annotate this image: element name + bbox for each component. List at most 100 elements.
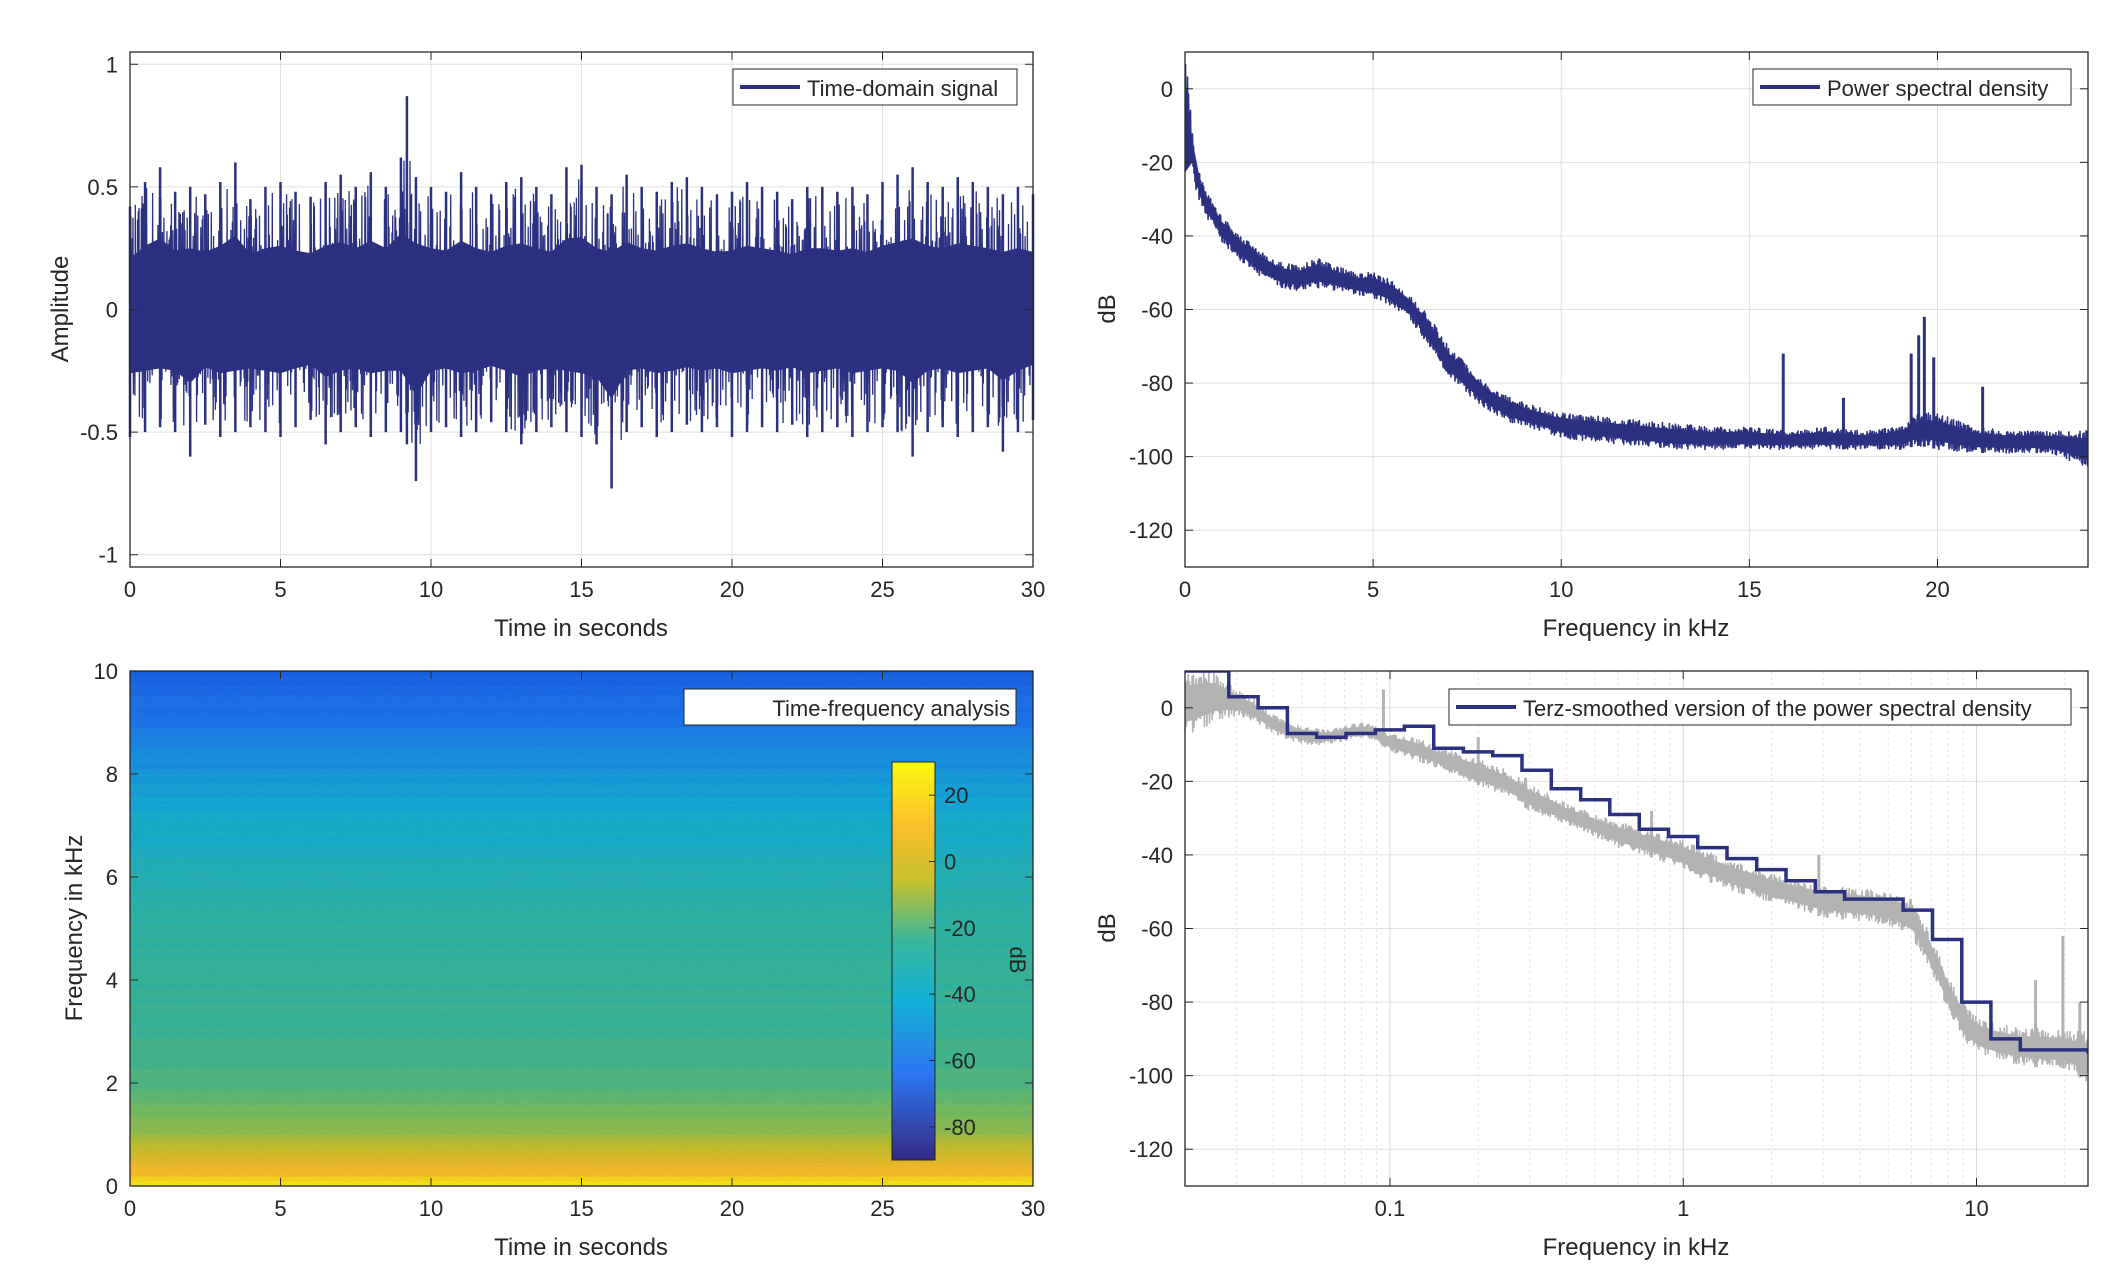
x-tick-label: 10 <box>419 577 443 602</box>
colorbar-tick-label: -40 <box>944 982 976 1007</box>
y-tick-label: 6 <box>106 865 118 890</box>
spectrogram-row <box>130 760 1033 766</box>
spectrogram-row <box>130 1045 1033 1051</box>
colorbar-ticks: 20 0 -20 -40 -60 -80 <box>929 783 976 1140</box>
spectrogram-row <box>130 1087 1033 1093</box>
spectrogram-row <box>130 1129 1033 1136</box>
spectrogram-row <box>130 825 1033 831</box>
terz-psd-x-label: Frequency in kHz <box>1543 1234 1730 1261</box>
y-tick-label: -1 <box>98 543 118 568</box>
spectrogram-row <box>130 937 1033 944</box>
terz-psd-chart: 0.1 1 10 0 -20 -40 -60 -80 -100 -120 Frequency i… <box>1094 670 2089 1261</box>
psd-grid <box>1184 52 2088 567</box>
spectrogram-row <box>130 1040 1033 1047</box>
y-tick-label: 2 <box>106 1071 118 1096</box>
spectrogram-row <box>130 1167 1033 1173</box>
colorbar-gradient <box>891 761 936 1161</box>
spectrogram-row <box>130 731 1033 738</box>
spectrogram-legend-label: Time-frequency analysis <box>772 696 1010 721</box>
spectrogram-row <box>130 1036 1033 1042</box>
colorbar-tick-label: -60 <box>944 1049 976 1074</box>
terz-psd-legend-box <box>1448 688 2072 726</box>
y-tick-label: 0.5 <box>87 175 118 200</box>
spectrogram-row <box>130 1148 1033 1154</box>
psd-x-label: Frequency in kHz <box>1543 615 1730 642</box>
spectrogram-row <box>130 1106 1033 1112</box>
spectrogram-row <box>130 853 1033 859</box>
time-domain-y-label: Amplitude <box>47 256 74 363</box>
spectrogram-row <box>130 1026 1033 1033</box>
spectrogram-row <box>130 844 1033 850</box>
spectrogram-row <box>130 699 1033 705</box>
colorbar-tick-label: -20 <box>944 916 976 941</box>
spectrogram-row <box>130 1069 1033 1075</box>
terz-psd-y-ticks: 0 -20 -40 -60 -80 -100 -120 <box>1129 696 2088 1162</box>
spectrogram-y-label: Frequency in kHz <box>61 835 88 1022</box>
spectrogram-row <box>130 703 1033 710</box>
spectrogram-row <box>130 975 1033 981</box>
y-tick-label: 8 <box>106 762 118 787</box>
spectrogram-row <box>130 1120 1033 1126</box>
spectrogram-row <box>130 848 1033 855</box>
y-tick-label: 10 <box>94 659 118 684</box>
y-tick-label: 0 <box>1161 696 1173 721</box>
terz-psd-legend-label: Terz-smoothed version of the power spect… <box>1523 696 2032 721</box>
spectrogram-row <box>130 984 1033 990</box>
spectrogram-row <box>130 1022 1033 1028</box>
spectrogram-row <box>130 1101 1033 1107</box>
x-tick-label: 10 <box>1549 577 1573 602</box>
spectrogram-row <box>130 980 1033 986</box>
time-domain-legend: Time-domain signal <box>732 68 1018 106</box>
spectrogram-row <box>130 867 1033 873</box>
spectrogram-row <box>130 820 1033 827</box>
spectrogram-row <box>130 877 1033 883</box>
y-tick-label: -60 <box>1141 298 1173 323</box>
spectrogram-legend-box <box>683 688 1017 726</box>
y-tick-label: -0.5 <box>80 420 118 445</box>
time-domain-chart: 0 5 10 15 20 25 30 -1 -0.5 0 0.5 1 Time in seconds… <box>47 51 1045 642</box>
x-tick-label: 10 <box>419 1196 443 1221</box>
spectrogram-row <box>130 1092 1033 1098</box>
spectrogram-legend: Time-frequency analysis <box>683 688 1017 726</box>
spectrogram-row <box>130 928 1033 934</box>
time-domain-y-ticks: -1 -0.5 0 0.5 1 <box>80 52 1033 568</box>
spectrogram-row <box>130 1157 1033 1164</box>
spectrogram-row <box>130 994 1033 1000</box>
psd-x-ticks: 0 5 10 15 20 <box>1179 52 1950 602</box>
spectrogram-row <box>130 839 1033 845</box>
spectrogram-row <box>130 1012 1033 1019</box>
x-tick-label: 10 <box>1964 1196 1988 1221</box>
psd-series <box>1185 63 2088 467</box>
spectrogram-row <box>130 680 1033 686</box>
y-tick-label: 1 <box>106 52 118 77</box>
terz-psd-x-ticks: 0.1 1 10 <box>1375 671 1989 1221</box>
x-tick-label: 25 <box>870 1196 894 1221</box>
x-tick-label: 0 <box>1179 577 1191 602</box>
x-tick-label: 30 <box>1021 577 1045 602</box>
spectrogram-row <box>130 1031 1033 1037</box>
spectrogram-row <box>130 834 1033 841</box>
spectrogram-row <box>130 1115 1033 1122</box>
colorbar-label: dB <box>1005 947 1030 974</box>
y-tick-label: -100 <box>1129 1064 1173 1089</box>
spectrogram-row <box>130 891 1033 897</box>
x-tick-label: 15 <box>569 1196 593 1221</box>
time-domain-x-label: Time in seconds <box>494 615 668 642</box>
psd-legend: Power spectral density <box>1752 68 2072 106</box>
spectrogram-row <box>130 881 1033 887</box>
spectrogram-row <box>130 1008 1033 1014</box>
spectrogram-row <box>130 923 1033 930</box>
x-tick-label: 1 <box>1677 1196 1689 1221</box>
spectrogram-row <box>130 1054 1033 1061</box>
spectrogram-row <box>130 956 1033 962</box>
spectrogram-row <box>130 909 1033 916</box>
spectrogram-row <box>130 717 1033 724</box>
spectrogram-row <box>130 741 1033 747</box>
spectrogram-row <box>130 685 1033 691</box>
spectrogram-row <box>130 886 1033 892</box>
spectrogram-row <box>130 989 1033 995</box>
spectrogram-row <box>130 951 1033 958</box>
spectrogram-row <box>130 811 1033 817</box>
spectrogram-row <box>130 1083 1033 1089</box>
